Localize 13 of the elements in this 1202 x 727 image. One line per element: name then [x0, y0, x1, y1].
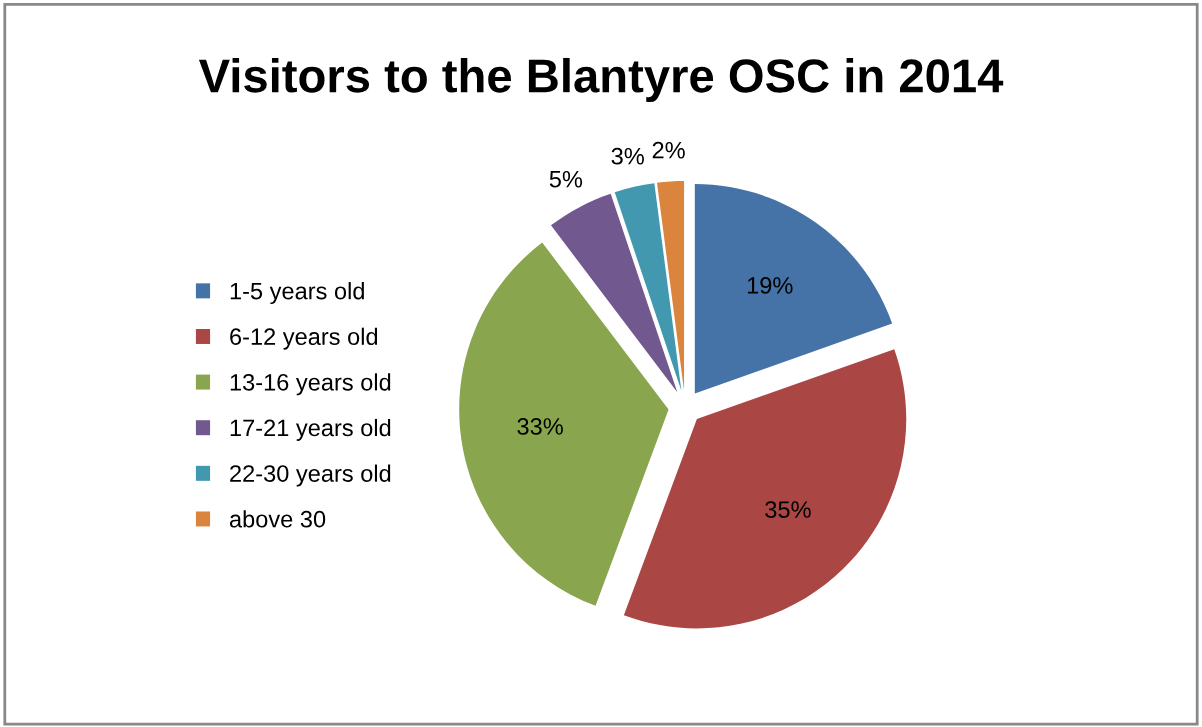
- legend-label: above 30: [229, 510, 326, 528]
- legend-label: 17-21 years old: [230, 418, 391, 441]
- data-label: 33%: [517, 418, 563, 435]
- legend-label: 22-30 years old: [230, 464, 391, 487]
- legend-label: 6-12 years old: [230, 327, 378, 350]
- legend-label: 1-5 years old: [230, 282, 364, 305]
- data-label: 5%: [549, 170, 583, 188]
- legend-label: 13-16 years old: [230, 373, 391, 396]
- data-label: 3%: [611, 147, 644, 165]
- chart-title: Visitors to the Blantyre OSC in 2014: [198, 57, 1004, 102]
- data-label: 19%: [747, 277, 793, 294]
- data-label: 35%: [765, 501, 811, 518]
- data-label: 2%: [652, 141, 685, 159]
